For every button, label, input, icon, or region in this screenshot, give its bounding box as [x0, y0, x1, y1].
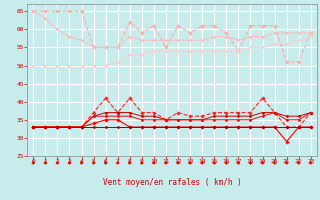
X-axis label: Vent moyen/en rafales ( km/h ): Vent moyen/en rafales ( km/h ): [103, 178, 241, 187]
